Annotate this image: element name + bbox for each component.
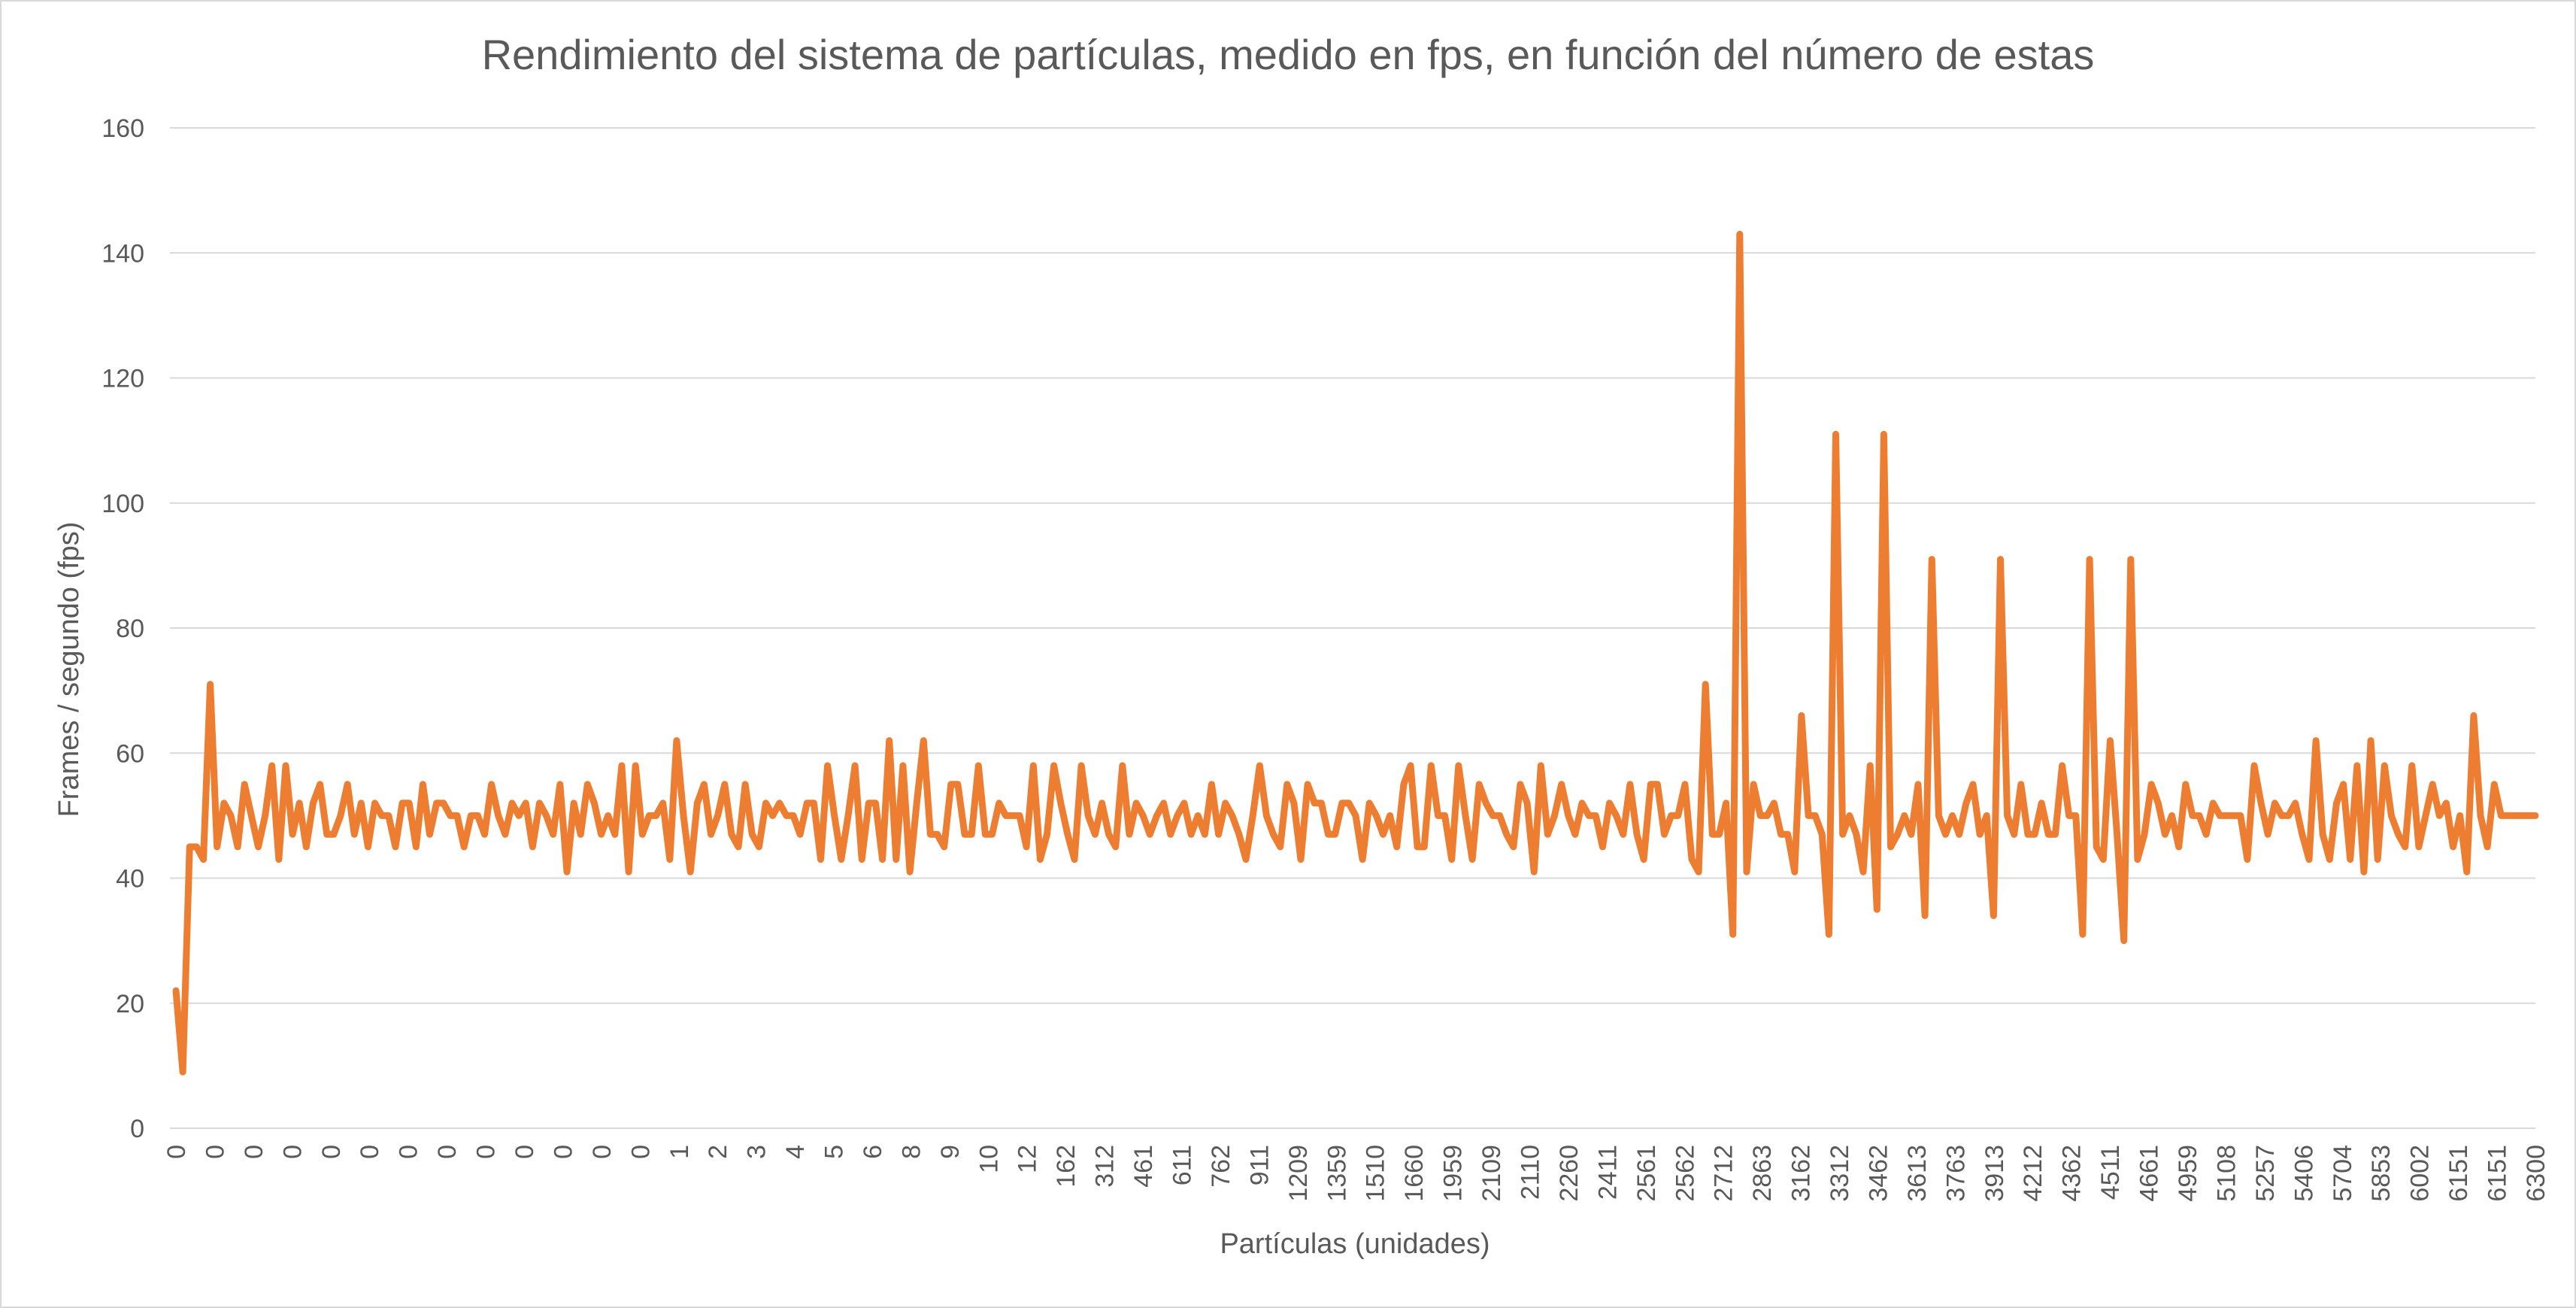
y-tick-label: 60 (116, 739, 144, 768)
x-tick-label: 5853 (2367, 1145, 2396, 1202)
x-tick-label: 0 (356, 1145, 384, 1159)
x-tick-label: 1209 (1284, 1145, 1313, 1202)
x-tick-label: 611 (1168, 1145, 1197, 1185)
y-tick-label: 40 (116, 865, 144, 894)
x-tick-label: 0 (201, 1145, 229, 1159)
x-tick-label: 1359 (1323, 1145, 1351, 1202)
gridlines (170, 127, 2535, 1129)
y-axis-ticks: 0 20 40 60 80 100 120 140 160 (102, 114, 144, 1143)
x-tick-label: 312 (1091, 1145, 1120, 1188)
y-tick-label: 0 (130, 1115, 144, 1143)
series-layer (172, 230, 2539, 1076)
x-tick-label: 0 (278, 1145, 307, 1159)
x-tick-label: 1660 (1400, 1145, 1429, 1202)
x-tick-label: 2260 (1555, 1145, 1583, 1202)
y-tick-label: 80 (116, 615, 144, 643)
x-tick-label: 2863 (1748, 1145, 1777, 1202)
x-tick-label: 12 (1014, 1145, 1042, 1173)
chart-title: Rendimiento del sistema de partículas, m… (481, 31, 2095, 78)
x-tick-label: 0 (240, 1145, 268, 1159)
y-tick-label: 100 (102, 490, 144, 518)
x-tick-label: 3462 (1864, 1145, 1893, 1202)
x-tick-label: 5257 (2251, 1145, 2280, 1202)
x-tick-label: 5 (820, 1145, 849, 1159)
x-tick-label: 6151 (2484, 1145, 2512, 1202)
x-tick-label: 0 (162, 1145, 191, 1159)
x-tick-label: 6 (859, 1145, 887, 1159)
x-tick-label: 2110 (1516, 1145, 1544, 1200)
x-tick-label: 3 (743, 1145, 771, 1159)
x-tick-label: 6300 (2522, 1145, 2550, 1202)
series-line (172, 230, 2539, 1076)
x-tick-label: 4661 (2135, 1145, 2164, 1202)
x-tick-label: 3763 (1941, 1145, 1970, 1202)
x-tick-label: 10 (974, 1145, 1003, 1173)
x-tick-label: 6151 (2444, 1145, 2473, 1202)
y-axis-label: Frames / segundo (fps) (53, 522, 85, 818)
x-tick-label: 3162 (1787, 1145, 1816, 1202)
x-tick-label: 0 (317, 1145, 346, 1159)
x-tick-label: 0 (472, 1145, 501, 1159)
x-tick-label: 4212 (2019, 1145, 2047, 1202)
x-tick-label: 911 (1245, 1145, 1274, 1185)
x-tick-label: 1510 (1362, 1145, 1390, 1202)
x-tick-label: 4362 (2058, 1145, 2087, 1202)
x-tick-label: 0 (588, 1145, 617, 1159)
y-tick-label: 120 (102, 365, 144, 393)
x-tick-label: 4959 (2174, 1145, 2202, 1202)
x-tick-label: 2712 (1710, 1145, 1738, 1202)
x-tick-label: 5108 (2212, 1145, 2241, 1202)
x-tick-label: 5704 (2329, 1145, 2357, 1202)
x-axis-label: Partículas (unidades) (1220, 1228, 1490, 1260)
x-axis-ticks: 0 0 0 0 0 0 0 0 0 0 0 0 0 1 2 3 4 5 6 8 9 10 12 162 312 461 611 762… (162, 1145, 2550, 1202)
x-tick-label: 2109 (1477, 1145, 1506, 1202)
x-tick-label: 8 (897, 1145, 926, 1159)
x-tick-label: 162 (1052, 1145, 1080, 1188)
x-tick-label: 5406 (2290, 1145, 2318, 1202)
x-tick-label: 9 (936, 1145, 965, 1159)
x-tick-label: 0 (511, 1145, 539, 1159)
x-tick-label: 2561 (1632, 1145, 1661, 1202)
x-tick-label: 0 (626, 1145, 655, 1159)
x-tick-label: 3913 (1980, 1145, 2009, 1202)
y-tick-label: 140 (102, 239, 144, 268)
x-tick-label: 2 (704, 1145, 732, 1159)
x-tick-label: 1959 (1439, 1145, 1468, 1202)
y-tick-label: 160 (102, 114, 144, 143)
x-tick-label: 0 (433, 1145, 462, 1159)
x-tick-label: 2411 (1593, 1145, 1622, 1200)
x-tick-label: 762 (1207, 1145, 1235, 1188)
x-tick-label: 6002 (2406, 1145, 2435, 1202)
x-tick-label: 461 (1129, 1145, 1158, 1188)
x-tick-label: 3613 (1903, 1145, 1932, 1202)
x-tick-label: 2562 (1671, 1145, 1699, 1202)
x-tick-label: 3312 (1826, 1145, 1854, 1202)
x-tick-label: 1 (665, 1145, 694, 1159)
x-tick-label: 4511 (2096, 1145, 2125, 1200)
x-tick-label: 0 (395, 1145, 423, 1159)
y-tick-label: 20 (116, 990, 144, 1018)
x-tick-label: 4 (781, 1145, 810, 1159)
x-tick-label: 0 (549, 1145, 577, 1159)
